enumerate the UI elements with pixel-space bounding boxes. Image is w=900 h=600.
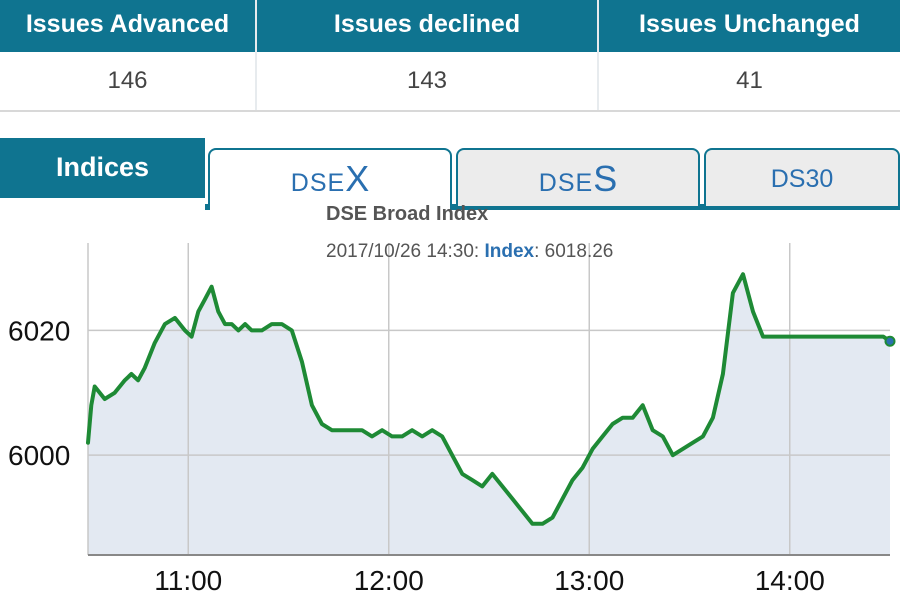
tab-ds30[interactable]: DS30 — [704, 148, 900, 206]
tab-dses-suffix: S — [593, 158, 618, 199]
x-tick-label: 13:00 — [554, 565, 624, 596]
indices-section-label: Indices — [0, 138, 205, 198]
x-tick-label: 14:00 — [755, 565, 825, 596]
y-tick-label: 6020 — [8, 315, 70, 346]
chart-tooltip: 2017/10/26 14:30: Index: 6018.26 — [326, 241, 613, 263]
stats-header-row: Issues Advanced Issues declined Issues U… — [0, 0, 900, 52]
divider — [0, 198, 205, 204]
header-issues-advanced: Issues Advanced — [25, 10, 230, 38]
tooltip-value: 6018.26 — [544, 241, 614, 262]
x-tick-label: 12:00 — [354, 565, 424, 596]
stats-value-row: 146 143 41 — [0, 52, 900, 112]
market-stats-table: Issues Advanced Issues declined Issues U… — [0, 0, 900, 112]
x-tick-label: 11:00 — [154, 565, 222, 596]
tooltip-time: 2017/10/26 14:30: — [326, 241, 480, 262]
chart-area-fill — [88, 274, 890, 555]
tab-dsex-prefix: DSE — [290, 169, 346, 197]
tooltip-separator: : — [534, 241, 540, 262]
header-issues-unchanged: Issues Unchanged — [639, 10, 860, 38]
value-issues-declined: 143 — [406, 67, 448, 94]
tab-ds30-label: DS30 — [770, 165, 834, 193]
tab-dsex[interactable]: DSEX — [208, 148, 452, 210]
tooltip-key: Index — [484, 241, 535, 262]
series-line-dsex — [86, 272, 892, 526]
tab-dses[interactable]: DSES — [456, 148, 700, 206]
tab-dsex-suffix: X — [345, 158, 370, 199]
column-divider — [597, 0, 599, 110]
column-divider — [255, 0, 257, 110]
header-issues-declined: Issues declined — [333, 10, 521, 38]
indices-tabbar: Indices DSEX DSES DS30 — [0, 138, 900, 210]
value-issues-advanced: 146 — [107, 67, 148, 94]
data-point-last — [884, 335, 896, 347]
value-issues-unchanged: 41 — [736, 67, 763, 94]
chart-title: DSE Broad Index — [326, 203, 489, 225]
tabbar-baseline — [205, 204, 900, 210]
y-tick-label: 6000 — [8, 440, 70, 471]
tab-dses-prefix: DSE — [538, 169, 594, 197]
